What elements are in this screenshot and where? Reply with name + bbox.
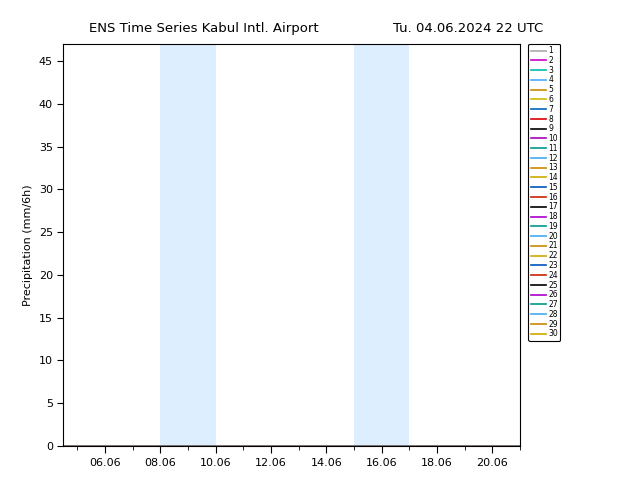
Bar <box>382 44 409 446</box>
Bar <box>188 44 216 446</box>
Bar <box>160 44 188 446</box>
Bar <box>354 44 382 446</box>
Text: ENS Time Series Kabul Intl. Airport: ENS Time Series Kabul Intl. Airport <box>89 22 318 35</box>
Text: Tu. 04.06.2024 22 UTC: Tu. 04.06.2024 22 UTC <box>393 22 543 35</box>
Legend: 1, 2, 3, 4, 5, 6, 7, 8, 9, 10, 11, 12, 13, 14, 15, 16, 17, 18, 19, 20, 21, 22, 2: 1, 2, 3, 4, 5, 6, 7, 8, 9, 10, 11, 12, 1… <box>528 44 560 341</box>
Y-axis label: Precipitation (mm/6h): Precipitation (mm/6h) <box>23 184 34 306</box>
